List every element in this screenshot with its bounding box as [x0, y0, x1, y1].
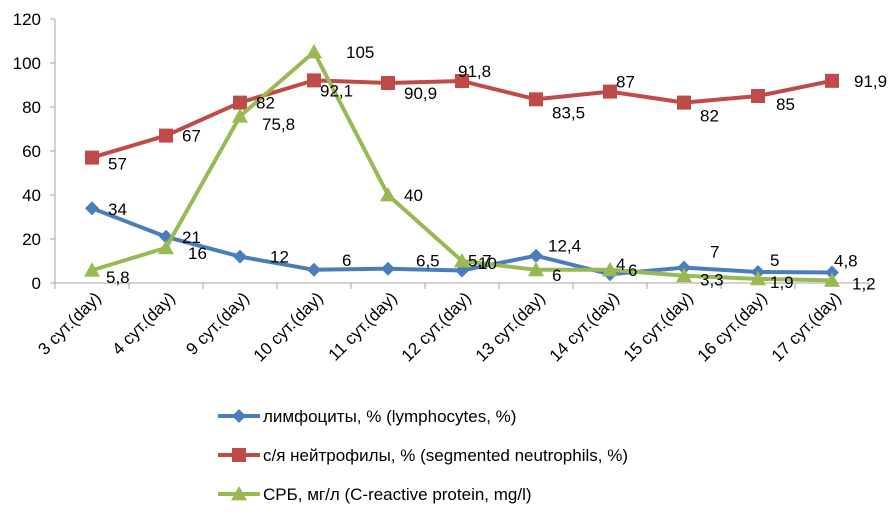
- data-label: 5,7: [468, 251, 492, 270]
- data-point: [232, 108, 248, 123]
- data-label: 91,8: [458, 62, 491, 81]
- x-tick-label: 3 сут.(day): [34, 288, 104, 358]
- axes: 0 20 40 60 80 100 120 3 сут.(day) 4 сут.(day) 9 с…: [13, 10, 870, 365]
- series-neutrophils: [85, 73, 839, 165]
- data-label: 57: [108, 155, 127, 174]
- data-point: [381, 76, 395, 91]
- data-label: 16: [188, 244, 207, 263]
- series-crp: [84, 44, 840, 287]
- x-tick-label: 4 сут.(day): [108, 288, 178, 358]
- legend-marker: [232, 409, 246, 423]
- data-label: 34: [108, 200, 127, 219]
- x-tick-label: 15 сут.(day): [620, 288, 697, 365]
- data-label: 5,8: [106, 268, 130, 287]
- data-label: 10: [478, 254, 497, 273]
- data-point: [380, 187, 396, 202]
- data-label: 4,8: [834, 251, 858, 270]
- data-label: 87: [616, 73, 635, 92]
- data-label: 6: [552, 266, 561, 285]
- data-point: [159, 128, 173, 143]
- data-point: [84, 262, 100, 277]
- data-point: [603, 84, 617, 99]
- data-point: [307, 262, 321, 277]
- data-label: 91,9: [854, 72, 887, 91]
- data-point: [85, 201, 99, 216]
- data-point: [381, 261, 395, 276]
- data-point: [307, 73, 321, 88]
- x-tick-label: 11 сут.(day): [325, 288, 401, 364]
- data-point: [455, 74, 469, 89]
- data-point: [528, 261, 544, 277]
- data-point: [306, 44, 322, 59]
- x-tick-label: 9 сут.(day): [182, 288, 252, 358]
- data-point: [529, 92, 543, 107]
- data-point: [677, 260, 691, 275]
- x-tick-label: 12 сут.(day): [398, 288, 475, 365]
- y-tick-label: 80: [22, 98, 41, 117]
- data-label: 3,3: [700, 271, 724, 290]
- data-label: 6: [342, 251, 351, 270]
- data-label: 83,5: [552, 103, 585, 122]
- data-label: 7: [710, 243, 719, 262]
- data-point: [677, 95, 691, 110]
- y-tick-label: 0: [32, 274, 41, 293]
- data-point: [85, 150, 99, 165]
- data-label: 21: [182, 228, 201, 247]
- data-label: 82: [256, 94, 275, 113]
- series-layer: [84, 44, 840, 287]
- data-label: 105: [346, 43, 374, 62]
- y-tick-label: 40: [22, 186, 41, 205]
- legend: лимфоциты, % (lymphocytes, %) с/я нейтроф…: [218, 407, 628, 504]
- legend-item: лимфоциты, % (lymphocytes, %): [218, 407, 516, 426]
- y-tick-label: 60: [22, 142, 41, 161]
- data-point: [676, 267, 692, 283]
- x-tick-label: 16 сут.(day): [694, 288, 771, 365]
- data-label: 12,4: [548, 237, 581, 256]
- data-label: 85: [776, 95, 795, 114]
- y-tick-label: 100: [13, 54, 41, 73]
- legend-item: СРБ, мг/л (C-reactive protein, mg/l): [218, 485, 532, 504]
- data-point: [824, 272, 840, 287]
- data-point: [233, 95, 247, 110]
- legend-marker: [232, 448, 246, 462]
- x-tick-label: 14 сут.(day): [546, 288, 623, 365]
- data-label: 12: [270, 248, 289, 267]
- data-label: 82: [700, 107, 719, 126]
- legend-label: СРБ, мг/л (C-reactive protein, mg/l): [263, 485, 532, 504]
- x-tick-label: 13 сут.(day): [472, 288, 549, 365]
- data-labels: 34 21 12 6 6,5 5,7 12,4 4 7 5 4,8 57 67 82 92,1 90,9 91,…: [106, 43, 887, 293]
- data-label: 4: [616, 255, 625, 274]
- data-label: 5: [770, 251, 779, 270]
- y-tick-label: 20: [22, 230, 41, 249]
- data-label: 1,9: [770, 273, 794, 292]
- data-point: [158, 239, 174, 255]
- data-point: [454, 253, 470, 268]
- data-point: [233, 249, 247, 264]
- legend-label: с/я нейтрофилы, % (segmented neutrophils…: [263, 446, 628, 465]
- data-point: [529, 248, 543, 263]
- data-point: [750, 270, 766, 286]
- data-label: 6,5: [416, 252, 440, 271]
- legend-marker: [231, 486, 247, 501]
- x-tick-label: 10 сут.(day): [250, 288, 327, 365]
- data-label: 6: [628, 261, 637, 280]
- data-label: 90,9: [404, 84, 437, 103]
- legend-item: с/я нейтрофилы, % (segmented neutrophils…: [218, 446, 628, 465]
- data-label: 40: [404, 186, 423, 205]
- data-point: [751, 89, 765, 103]
- legend-label: лимфоциты, % (lymphocytes, %): [263, 407, 516, 426]
- data-point: [602, 261, 618, 277]
- x-tick-label: 17 сут.(day): [768, 288, 845, 365]
- data-point: [825, 73, 839, 88]
- data-label: 1,2: [852, 274, 876, 293]
- data-label: 67: [182, 127, 201, 146]
- data-label: 92,1: [320, 81, 353, 100]
- series-line: [91, 78, 833, 160]
- y-tick-label: 120: [13, 10, 41, 29]
- data-label: 75,8: [262, 115, 295, 134]
